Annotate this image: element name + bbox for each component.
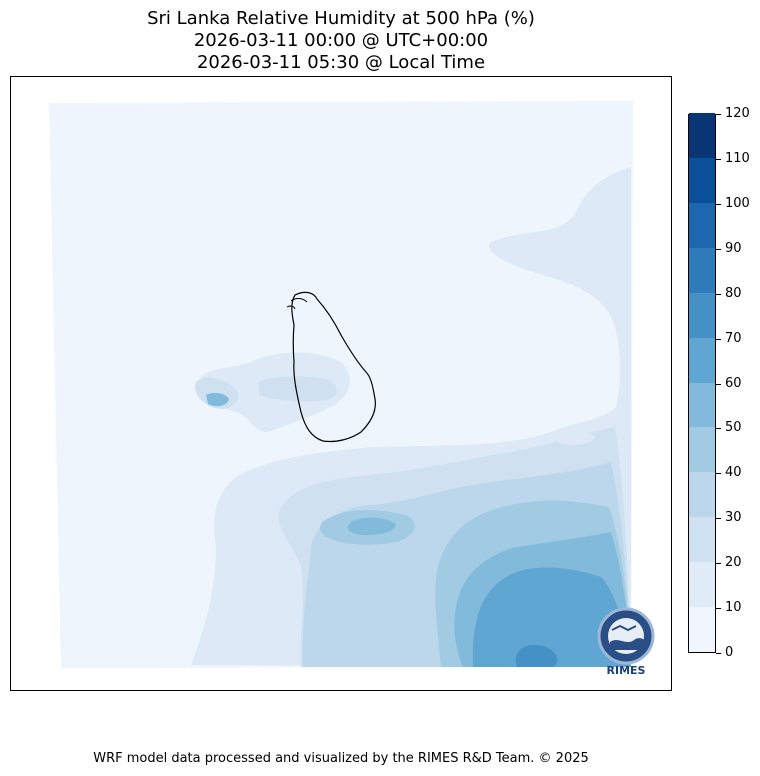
colorbar-tick-label: 120 (725, 106, 750, 121)
colorbar-tick-label: 100 (725, 195, 750, 211)
title-line-2: 2026-03-11 00:00 @ UTC+00:00 (193, 30, 489, 51)
colorbar-tick-label: 30 (725, 510, 742, 526)
contour-patch-southcentral-core (347, 517, 396, 535)
colorbar-segment (689, 472, 715, 518)
rimes-logo-icon (597, 607, 655, 665)
colorbar-tick (716, 158, 721, 160)
colorbar-tick-label: 40 (725, 465, 742, 481)
colorbar-segment (689, 112, 715, 158)
colorbar-tick (716, 203, 721, 205)
colorbar-segment (689, 607, 715, 652)
colorbar-tick (716, 653, 721, 654)
colorbar-tick (716, 114, 721, 115)
contour-level-70 (515, 644, 558, 667)
colorbar-tick (716, 608, 721, 610)
colorbar-tick-label: 70 (725, 330, 742, 346)
colorbar-tick-label: 90 (725, 240, 742, 256)
contour-level-60 (472, 567, 631, 667)
colorbar-tick-label: 0 (725, 645, 734, 660)
colorbar-tick-label: 20 (725, 555, 742, 571)
colorbar-tick (716, 428, 721, 430)
contour-patch-east (551, 429, 596, 445)
colorbar-tick-label: 10 (725, 600, 742, 616)
colorbar-segment (689, 247, 715, 293)
colorbar-tick (716, 248, 721, 250)
colorbar-segment (689, 337, 715, 383)
colorbar-segment (689, 427, 715, 473)
colorbar-tick-label: 110 (725, 150, 750, 166)
colorbar-segment (689, 562, 715, 608)
colorbar-tick (716, 383, 721, 385)
colorbar-tick (716, 473, 721, 475)
colorbar-tick-label: 80 (725, 285, 742, 301)
map-panel[interactable] (10, 76, 672, 691)
logo-text: RIMES (606, 664, 646, 677)
colorbar-tick (716, 293, 721, 295)
title-line-1: Sri Lanka Relative Humidity at 500 hPa (… (147, 8, 535, 29)
colorbar-tick (716, 563, 721, 565)
colorbar-tick-label: 50 (725, 420, 742, 436)
colorbar-tick (716, 518, 721, 520)
sri-lanka-coastline (291, 291, 376, 443)
title-line-3: 2026-03-11 05:30 @ Local Time (196, 52, 486, 73)
contour-patch-west-mid (195, 376, 337, 409)
colorbar-segment (689, 202, 715, 248)
colorbar-segment (689, 157, 715, 203)
colorbar (688, 112, 716, 653)
colorbar-segment (689, 382, 715, 428)
footer-credit: WRF model data processed and visualized … (93, 751, 589, 766)
contour-patch-west-core (206, 392, 229, 407)
humidity-map (49, 101, 633, 668)
colorbar-tick (716, 338, 721, 340)
rimes-logo: RIMES (592, 606, 660, 678)
colorbar-segment (689, 517, 715, 563)
colorbar-segment (689, 292, 715, 338)
colorbar-tick-label: 60 (725, 375, 742, 391)
jaffna-peninsula (286, 298, 308, 310)
